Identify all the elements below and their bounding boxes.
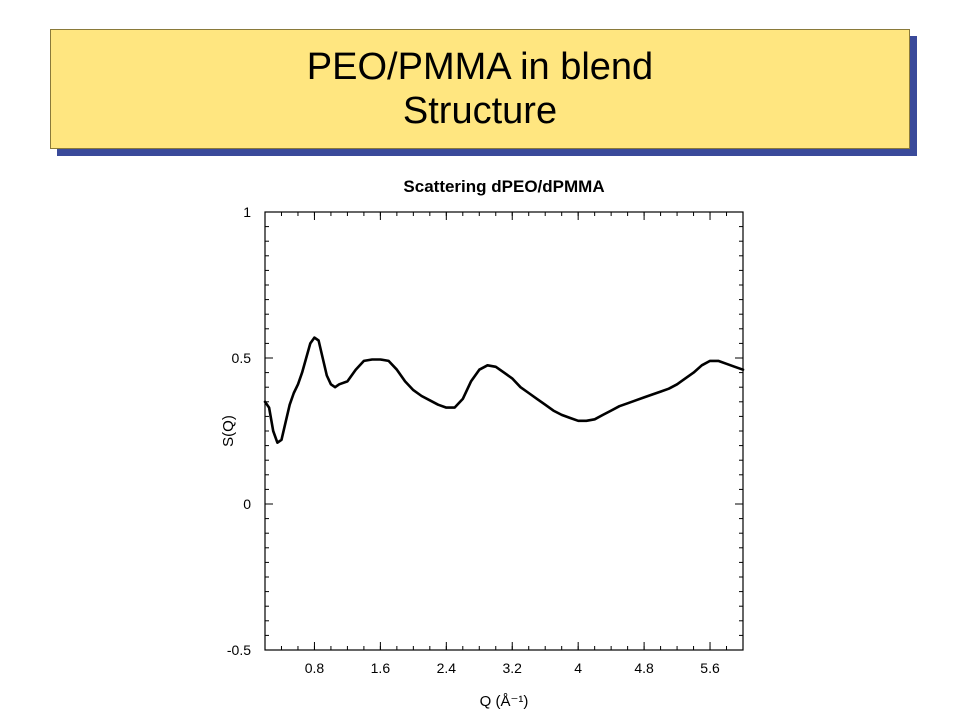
slide-title: PEO/PMMA in blend (306, 46, 654, 88)
y-tick-label: -0.5 (227, 642, 251, 658)
y-axis-label: S(Q) (220, 415, 237, 447)
x-tick-label: 4.8 (634, 660, 654, 676)
y-tick-label: 1 (243, 204, 251, 220)
x-tick-label: 4 (574, 660, 582, 676)
x-tick-label: 5.6 (700, 660, 720, 676)
series-line-sq (263, 336, 745, 444)
x-tick-label: 0.8 (305, 660, 325, 676)
y-tick-labels: -0.5 0 0.5 1 (227, 204, 251, 658)
x-tick-label: 2.4 (437, 660, 457, 676)
x-tick-label: 3.2 (503, 660, 523, 676)
y-tick-label: 0.5 (232, 350, 252, 366)
plot-frame (264, 211, 744, 651)
x-axis-label: Q (Å⁻¹) (480, 693, 529, 710)
chart-title: Scattering dPEO/dPMMA (403, 177, 604, 196)
x-tick-label: 1.6 (371, 660, 391, 676)
x-tick-labels: 0.8 1.6 2.4 3.2 4 4.8 5.6 (305, 660, 720, 676)
slide-subtitle: Structure (402, 90, 558, 132)
axis-ticks (264, 211, 744, 651)
slide-title-box: PEO/PMMA in blend Structure (50, 29, 910, 149)
y-tick-label: 0 (243, 496, 251, 512)
